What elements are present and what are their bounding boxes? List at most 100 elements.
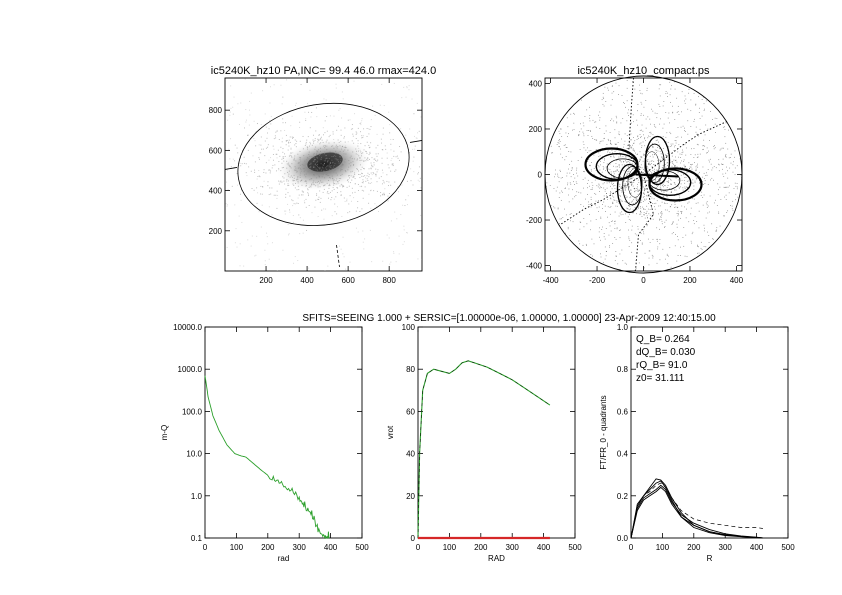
torque-dot xyxy=(669,172,671,174)
noise-pixel xyxy=(325,160,327,162)
torque-dot xyxy=(676,97,678,99)
torque-dot xyxy=(612,203,614,205)
noise-pixel xyxy=(371,261,373,263)
noise-pixel xyxy=(296,171,298,173)
noise-pixel xyxy=(259,176,261,178)
noise-pixel xyxy=(408,151,410,153)
torque-dot xyxy=(632,81,634,82)
noise-pixel xyxy=(340,168,342,170)
torque-dot xyxy=(607,138,609,140)
torque-dot xyxy=(617,169,618,171)
y-tick-label: 400 xyxy=(529,79,543,88)
torque-dot xyxy=(662,158,664,159)
noise-pixel xyxy=(308,111,310,113)
noise-pixel xyxy=(413,113,415,115)
torque-dot xyxy=(587,152,589,153)
torque-dot xyxy=(614,200,616,201)
torque-dot xyxy=(640,202,642,204)
noise-pixel xyxy=(416,102,418,104)
noise-pixel xyxy=(377,159,379,161)
torque-dot xyxy=(677,255,679,256)
torque-dot xyxy=(629,145,631,147)
torque-dot xyxy=(589,106,590,108)
torque-dot xyxy=(724,136,726,138)
noise-pixel xyxy=(353,80,355,82)
torque-dot xyxy=(631,204,633,206)
noise-pixel xyxy=(278,161,280,163)
torque-dot xyxy=(570,151,572,153)
torque-dot xyxy=(639,240,641,241)
torque-dot xyxy=(590,203,591,205)
y-tick-label: 0.6 xyxy=(617,407,629,416)
torque-dot xyxy=(627,178,628,180)
torque-dot xyxy=(665,93,667,95)
quadrant-line-4 xyxy=(630,482,763,539)
torque-dot xyxy=(613,176,614,178)
noise-pixel xyxy=(265,126,267,128)
noise-pixel xyxy=(318,180,320,182)
torque-dot xyxy=(649,136,651,137)
torque-dot xyxy=(649,118,651,120)
noise-pixel xyxy=(315,181,317,183)
torque-dot xyxy=(630,189,632,191)
torque-dot xyxy=(576,172,578,174)
noise-pixel xyxy=(336,174,338,176)
torque-dot xyxy=(739,158,741,160)
torque-dot xyxy=(655,149,657,151)
torque-dot xyxy=(646,180,648,182)
torque-dot xyxy=(691,242,692,244)
torque-dot xyxy=(650,219,652,221)
noise-pixel xyxy=(236,173,238,175)
noise-pixel xyxy=(330,166,332,168)
torque-dot xyxy=(695,169,697,171)
noise-pixel xyxy=(333,168,335,170)
noise-pixel xyxy=(299,217,301,219)
torque-dot xyxy=(615,163,617,164)
noise-pixel xyxy=(344,170,346,172)
torque-dot xyxy=(594,121,596,123)
quadrant-boundary xyxy=(635,174,654,272)
noise-pixel xyxy=(370,119,372,121)
torque-dot xyxy=(659,243,661,245)
noise-pixel xyxy=(305,185,307,187)
torque-dot xyxy=(594,193,596,194)
noise-pixel xyxy=(304,202,306,204)
torque-dot xyxy=(695,131,697,133)
noise-pixel xyxy=(336,129,338,131)
torque-dot xyxy=(614,177,616,179)
torque-dot xyxy=(709,195,711,197)
torque-dot xyxy=(668,146,670,148)
noise-pixel xyxy=(253,120,255,122)
noise-pixel xyxy=(413,156,415,158)
torque-dot xyxy=(651,160,653,162)
torque-dot xyxy=(566,172,568,174)
torque-dot xyxy=(645,151,646,153)
torque-dot xyxy=(654,149,656,151)
torque-dot xyxy=(605,170,606,172)
torque-dot xyxy=(628,115,629,116)
torque-dot xyxy=(666,186,668,188)
torque-dot xyxy=(616,200,618,202)
noise-pixel xyxy=(391,163,393,165)
torque-dot xyxy=(583,125,585,127)
torque-dot xyxy=(706,152,708,154)
noise-pixel xyxy=(386,234,388,236)
torque-dot xyxy=(681,152,683,154)
torque-dot xyxy=(664,202,665,204)
torque-dot xyxy=(628,171,630,172)
noise-pixel xyxy=(403,229,405,231)
torque-dot xyxy=(646,225,648,227)
noise-pixel xyxy=(417,173,419,175)
noise-pixel xyxy=(264,260,266,262)
noise-pixel xyxy=(360,143,362,145)
torque-dot xyxy=(612,183,614,184)
torque-dot xyxy=(636,186,638,188)
noise-pixel xyxy=(272,159,274,161)
torque-dot xyxy=(621,191,623,193)
noise-pixel xyxy=(281,158,283,160)
torque-dot xyxy=(695,126,697,128)
noise-pixel xyxy=(320,163,322,165)
noise-pixel xyxy=(287,223,289,225)
torque-dot xyxy=(666,172,667,173)
torque-dot xyxy=(656,262,658,264)
